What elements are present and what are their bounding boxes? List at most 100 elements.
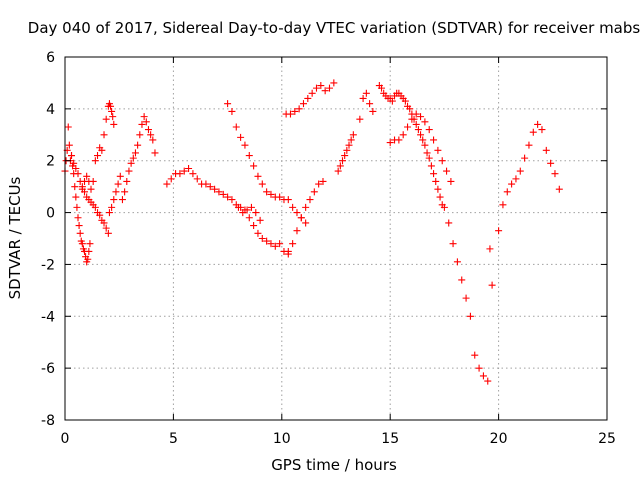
data-point [512,175,520,183]
data-point [404,123,412,131]
data-point [471,351,479,359]
x-tick-labels: 0 5 10 15 20 25 [61,431,616,447]
data-point [121,188,129,196]
data-point [453,258,461,266]
data-point [289,203,297,211]
data-point [423,149,431,157]
data-point [138,120,146,128]
data-point [104,229,112,237]
data-point [68,152,76,160]
data-point [291,107,299,115]
data-point [94,152,102,160]
data-point [345,141,353,149]
y-tick-label: -2 [41,257,55,273]
data-point [134,141,142,149]
data-point [78,185,86,193]
y-tick-label: -4 [41,309,55,325]
data-point [109,113,117,121]
data-point [425,154,433,162]
data-point [96,211,104,219]
data-point [276,240,284,248]
data-point [151,149,159,157]
data-point [421,141,429,149]
data-point [112,188,120,196]
data-point [297,214,305,222]
data-point [449,240,457,248]
y-tick-labels: -8 -6 -4 -2 0 2 4 6 [41,50,55,429]
data-point [129,154,137,162]
data-point [284,196,292,204]
data-point [76,229,84,237]
data-point [495,227,503,235]
data-point [399,131,407,139]
data-point [74,170,82,178]
data-point [293,209,301,217]
data-point [310,188,318,196]
data-point [211,185,219,193]
data-point [105,209,113,217]
data-point [100,131,108,139]
data-point [125,167,133,175]
data-point [147,131,155,139]
x-tick-label: 0 [61,431,70,447]
plot-frame [64,56,608,421]
data-point [65,141,73,149]
data-point [102,224,110,232]
data-point [102,115,110,123]
data-point [84,255,92,263]
data-point [488,281,496,289]
data-point [131,149,139,157]
data-point [256,216,264,224]
data-point [425,126,433,134]
data-point [447,177,455,185]
data-point [73,203,81,211]
data-point [123,177,131,185]
data-point [462,294,470,302]
data-point [202,180,210,188]
data-point [86,240,94,248]
data-point [237,133,245,141]
data-point [378,84,386,92]
data-point [254,229,262,237]
data-point [356,115,364,123]
data-point [427,162,435,170]
data-point [140,113,148,121]
x-axis-label: GPS time / hours [271,456,397,474]
data-point [334,167,342,175]
data-point [443,167,451,175]
data-point [163,180,171,188]
data-point [247,203,255,211]
data-point [419,136,427,144]
data-point [458,276,466,284]
data-point [339,157,347,165]
data-point [83,172,91,180]
data-point [267,190,275,198]
y-tick-label: -8 [41,413,55,429]
data-point [176,170,184,178]
data-point [336,162,344,170]
data-point [486,245,494,253]
data-point [91,203,99,211]
data-points [61,79,563,385]
data-point [330,79,338,87]
data-point [521,154,529,162]
data-point [284,247,292,255]
data-point [245,152,253,160]
data-point [70,159,78,167]
data-point [304,94,312,102]
data-point [116,172,124,180]
data-point [144,126,152,134]
data-point [263,188,271,196]
data-point [72,164,80,172]
data-point [479,372,487,380]
data-point [72,193,80,201]
data-point [414,126,422,134]
data-point [319,177,327,185]
data-point [276,193,284,201]
chart-title: Day 040 of 2017, Sidereal Day-to-day VTE… [28,19,640,37]
data-point [466,312,474,320]
data-point [341,152,349,160]
data-point [317,82,325,90]
x-tick-label: 10 [273,431,291,447]
data-point [547,159,555,167]
